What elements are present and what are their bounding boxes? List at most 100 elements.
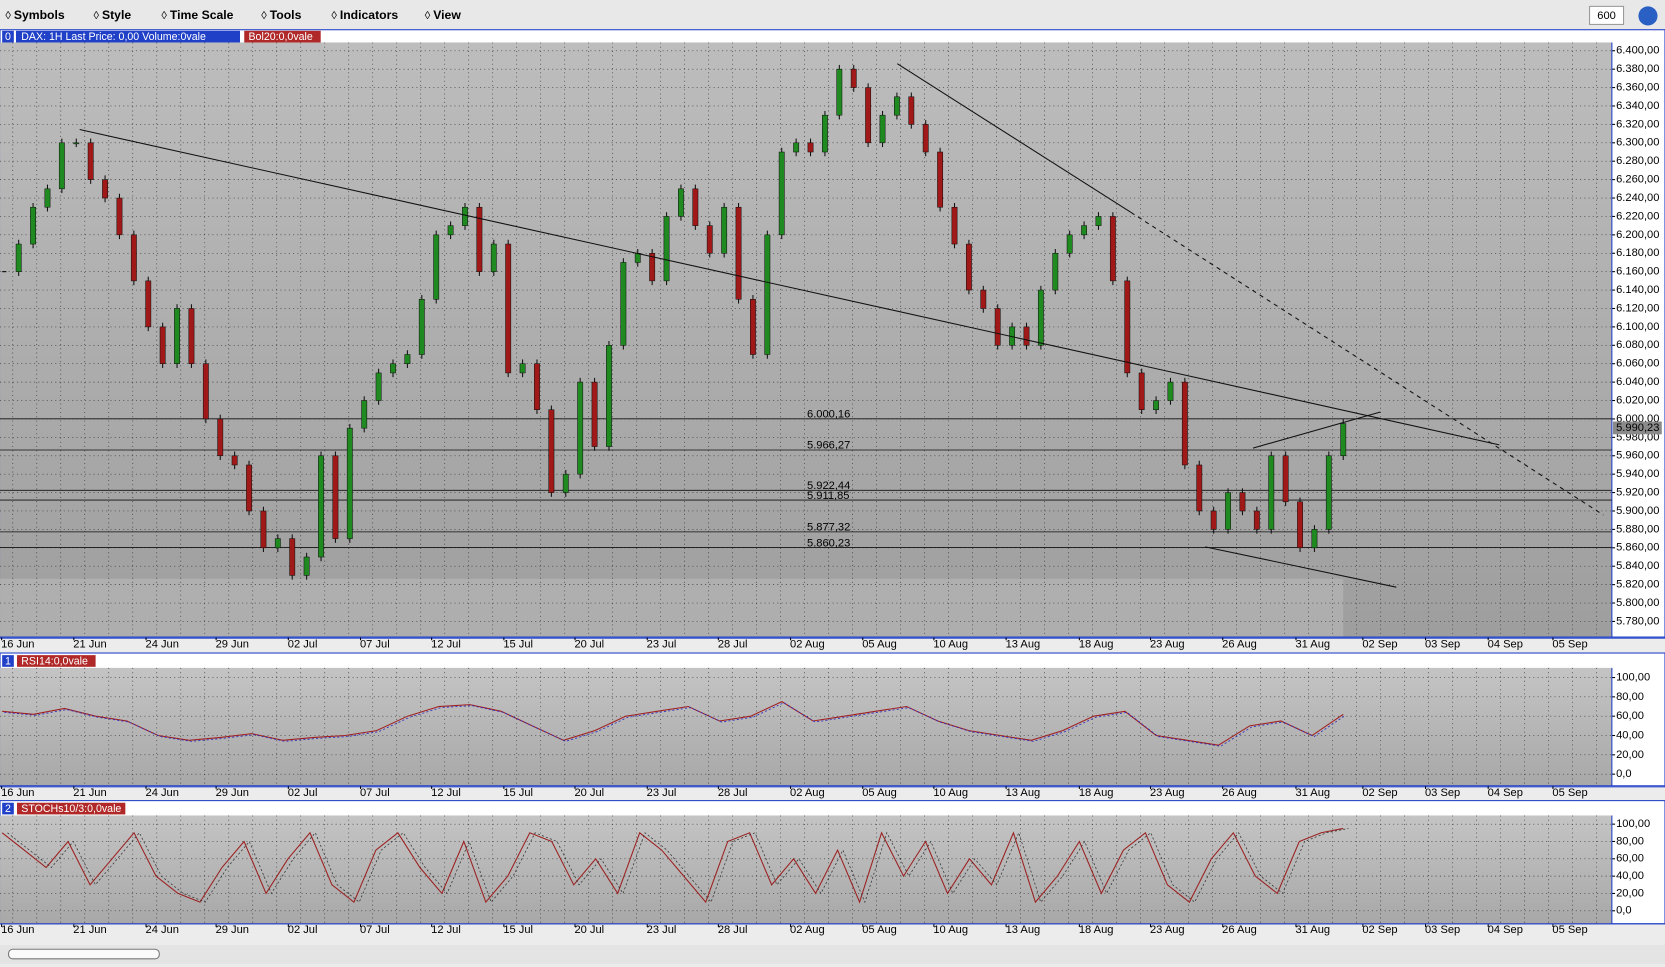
date-label: 07 Jul	[360, 787, 390, 799]
y-tick-label: 5.960,00	[1616, 450, 1659, 462]
date-label: 12 Jul	[431, 787, 461, 799]
y-tick-label: 6.340,00	[1616, 100, 1659, 112]
trend-line	[1252, 411, 1381, 449]
date-label: 02 Aug	[790, 787, 825, 799]
date-label: 05 Sep	[1552, 924, 1587, 936]
candle	[577, 381, 584, 475]
menu-item[interactable]: Indicators	[340, 8, 399, 22]
candle	[1124, 280, 1131, 374]
y-tick-label: 5.800,00	[1616, 597, 1659, 609]
date-label: 26 Aug	[1222, 787, 1257, 799]
y-tick-label: 5.840,00	[1616, 560, 1659, 572]
candle	[1253, 510, 1260, 530]
date-label: 07 Jul	[360, 924, 390, 936]
candle	[994, 308, 1001, 346]
y-tick-label: 5.920,00	[1616, 487, 1659, 499]
candle	[836, 68, 843, 116]
date-label: 29 Jun	[216, 787, 249, 799]
y-tick-label: 6.140,00	[1616, 284, 1659, 296]
candle	[231, 455, 238, 466]
y-tick-label: 6.320,00	[1616, 118, 1659, 130]
candle	[188, 308, 195, 364]
candle	[922, 124, 929, 153]
date-label: 13 Aug	[1006, 924, 1041, 936]
candle	[44, 188, 51, 208]
indicator-line	[1, 827, 1344, 904]
candle	[721, 206, 728, 254]
date-label: 26 Aug	[1222, 638, 1257, 650]
menu-item[interactable]: View	[433, 8, 461, 22]
candle	[1138, 372, 1145, 411]
date-label: 10 Aug	[933, 787, 968, 799]
menu-arrow: ◊	[5, 10, 11, 22]
candle	[1052, 252, 1059, 291]
menu-item[interactable]: Symbols	[14, 8, 65, 22]
date-label: 23 Aug	[1150, 924, 1185, 936]
y-tick-label: 5.880,00	[1616, 523, 1659, 535]
candle	[490, 243, 497, 272]
refresh-icon[interactable]	[1638, 6, 1658, 26]
date-label: 03 Sep	[1425, 638, 1460, 650]
indicator-signal	[7, 828, 1349, 904]
candle	[1282, 455, 1289, 503]
zoom-value: 600	[1597, 10, 1616, 22]
scrollbar-thumb[interactable]	[7, 948, 160, 960]
stoch-plot	[0, 815, 1612, 924]
candle	[30, 206, 36, 245]
candle	[58, 142, 65, 190]
y-tick-label: 80,00	[1616, 835, 1644, 847]
candle	[1109, 216, 1116, 282]
symbol-header	[15, 30, 241, 43]
candle	[764, 234, 771, 355]
date-label: 21 Jun	[73, 638, 106, 650]
y-tick-label: 6.040,00	[1616, 376, 1659, 388]
menu-item[interactable]: Time Scale	[170, 8, 234, 22]
candle	[850, 68, 857, 88]
candle	[289, 538, 296, 576]
date-label: 21 Jun	[73, 924, 106, 936]
date-label: 28 Jul	[718, 787, 748, 799]
candle	[476, 206, 483, 272]
y-tick-label: 6.020,00	[1616, 394, 1659, 406]
candle	[778, 151, 785, 236]
date-label: 26 Aug	[1222, 924, 1257, 936]
y-tick-label: 6.160,00	[1616, 266, 1659, 278]
y-tick-label: 6.280,00	[1616, 155, 1659, 167]
date-label: 28 Jul	[718, 638, 748, 650]
date-label: 18 Aug	[1079, 924, 1114, 936]
candle	[1311, 529, 1318, 549]
menu-arrow: ◊	[425, 10, 431, 22]
y-tick-label: 6.100,00	[1616, 321, 1659, 333]
candle	[807, 142, 814, 153]
last-price-box	[1612, 421, 1662, 435]
date-label: 04 Sep	[1488, 924, 1523, 936]
date-label: 23 Jul	[647, 638, 677, 650]
date-label: 15 Jul	[503, 787, 533, 799]
candle	[822, 114, 828, 153]
menu-item[interactable]: Tools	[270, 8, 302, 22]
menu-item[interactable]: Style	[102, 8, 131, 22]
candle	[246, 464, 252, 512]
indicator-header	[244, 30, 321, 43]
candle	[893, 96, 900, 116]
y-tick-label: 6.220,00	[1616, 210, 1659, 222]
candle	[865, 87, 872, 144]
level-label: 5.966,27	[807, 440, 850, 452]
date-label: 16 Jun	[1, 787, 34, 799]
scrollbar-track	[0, 945, 1665, 965]
y-tick-label: 6.060,00	[1616, 358, 1659, 370]
candle	[303, 556, 310, 576]
y-tick-label: 6.380,00	[1616, 63, 1659, 75]
date-label: 23 Jul	[647, 787, 677, 799]
date-label: 02 Sep	[1362, 924, 1397, 936]
y-tick-label: 5.860,00	[1616, 542, 1659, 554]
menu-arrow: ◊	[261, 10, 267, 22]
zoom-box[interactable]	[1589, 5, 1625, 25]
candle	[562, 473, 569, 493]
date-label: 12 Jul	[431, 638, 461, 650]
date-label: 20 Jul	[574, 638, 604, 650]
trend-line	[1130, 211, 1604, 516]
date-label: 03 Sep	[1425, 924, 1460, 936]
candle	[649, 252, 656, 282]
